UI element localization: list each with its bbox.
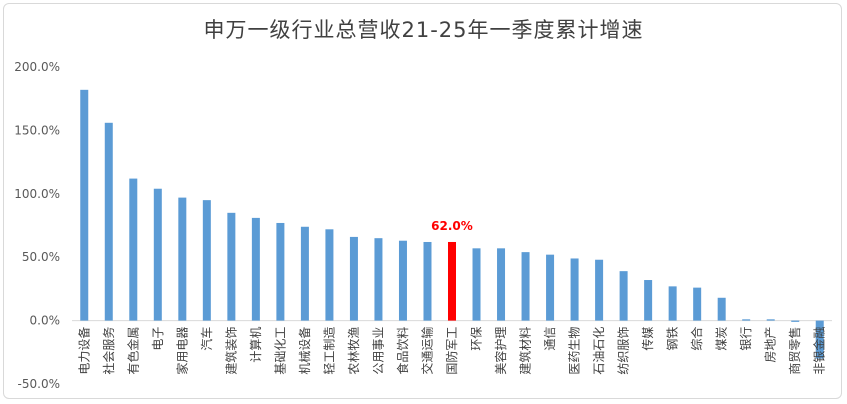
bar	[791, 320, 800, 322]
data-label-highlight: 62.0%	[431, 219, 473, 233]
x-tick-label: 汽车	[199, 327, 214, 351]
bar	[178, 197, 187, 321]
x-tick-label: 环保	[470, 327, 484, 351]
x-tick-label: 农林牧渔	[347, 327, 361, 375]
x-tick-label: 公用事业	[371, 327, 385, 375]
x-tick-label: 轻工制造	[322, 327, 336, 375]
y-tick-label: 150.0%	[14, 123, 60, 137]
x-tick-label: 计算机	[248, 327, 263, 363]
x-tick-label: 房地产	[763, 327, 778, 363]
bar	[766, 319, 775, 321]
bar	[423, 241, 432, 321]
x-tick-label: 传媒	[640, 327, 655, 351]
bar	[717, 297, 726, 321]
bar	[521, 252, 530, 321]
x-tick-label: 有色金属	[125, 327, 140, 375]
x-tick-label: 综合	[689, 327, 704, 351]
x-tick-label: 社会服务	[101, 327, 116, 375]
chart-frame	[3, 3, 842, 399]
x-tick-label: 银行	[739, 327, 753, 351]
bar	[546, 254, 555, 321]
x-tick-label: 建筑装饰	[223, 327, 238, 375]
x-tick-label: 基础化工	[273, 327, 287, 375]
x-tick-label: 交通运输	[419, 327, 434, 375]
chart-title: 申万一级行业总营收21-25年一季度累计增速	[203, 18, 644, 42]
bar	[595, 259, 604, 321]
bar	[472, 248, 481, 321]
bar	[570, 258, 579, 321]
y-tick-label: 100.0%	[14, 187, 60, 201]
x-tick-label: 钢铁	[666, 327, 680, 351]
bar	[815, 320, 824, 359]
x-tick-label: 石油石化	[592, 327, 606, 375]
bar	[374, 238, 383, 321]
bar	[251, 217, 260, 321]
bar	[619, 271, 628, 321]
x-tick-label: 电子	[151, 327, 165, 351]
y-tick-label: 50.0%	[22, 250, 60, 264]
x-tick-label: 食品饮料	[395, 327, 410, 375]
x-tick-label: 电力设备	[77, 327, 91, 375]
bar	[398, 240, 407, 321]
bar	[80, 89, 89, 321]
bar	[693, 287, 702, 321]
bar	[276, 222, 285, 321]
bar	[644, 280, 653, 321]
bar	[300, 226, 309, 321]
bar	[668, 286, 677, 321]
x-tick-label: 国防军工	[444, 327, 459, 375]
x-tick-label: 纺织服饰	[617, 327, 631, 375]
y-tick-label: 200.0%	[14, 60, 60, 74]
bar	[497, 248, 506, 321]
bar	[153, 188, 162, 321]
bar	[325, 229, 334, 321]
bar	[742, 319, 751, 321]
bar	[104, 122, 113, 321]
x-tick-label: 家用电器	[174, 327, 189, 375]
bar	[129, 178, 138, 321]
x-tick-label: 通信	[543, 327, 557, 351]
y-tick-label: -50.0%	[18, 377, 60, 391]
bar	[202, 200, 211, 321]
bar	[227, 212, 236, 321]
x-tick-label: 建筑材料	[518, 327, 533, 375]
x-tick-label: 美容护理	[493, 327, 508, 375]
x-tick-label: 医药生物	[568, 327, 582, 375]
x-tick-label: 非银金融	[812, 327, 827, 375]
bar	[349, 236, 358, 321]
y-tick-label: 0.0%	[30, 314, 61, 328]
x-tick-label: 煤炭	[715, 327, 729, 351]
x-tick-label: 商贸零售	[787, 327, 802, 375]
x-tick-label: 机械设备	[297, 327, 312, 375]
bar-highlight	[448, 241, 456, 321]
